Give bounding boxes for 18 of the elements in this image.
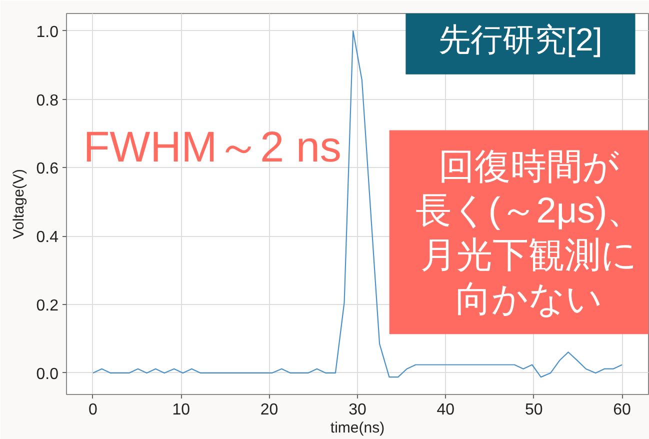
y-tick-label: 1.0 bbox=[36, 24, 59, 41]
x-axis-title: time(ns) bbox=[330, 420, 385, 436]
y-tick-label: 0.2 bbox=[36, 298, 59, 315]
x-tick-label: 40 bbox=[436, 402, 455, 418]
y-tick-label: 0.6 bbox=[36, 160, 59, 178]
annotation: 先行研究[2] bbox=[438, 21, 602, 58]
y-tick-label: 0.0 bbox=[36, 366, 59, 383]
x-tick-label: 10 bbox=[172, 402, 190, 418]
x-tick-label: 0 bbox=[88, 402, 98, 418]
annotation: 回復時間が長く(～2μs)、月光下観測に向かない bbox=[415, 145, 644, 320]
y-tick-label: 0.8 bbox=[36, 92, 59, 110]
y-axis-title: Voltage(V) bbox=[10, 168, 28, 240]
y-tick-label: 0.4 bbox=[36, 229, 59, 246]
x-tick-label: 50 bbox=[524, 402, 543, 418]
x-tick-label: 20 bbox=[260, 402, 278, 418]
x-tick-label: 60 bbox=[613, 402, 632, 418]
x-tick-label: 30 bbox=[348, 402, 366, 418]
annotation: FWHM～2 ns bbox=[83, 124, 342, 172]
